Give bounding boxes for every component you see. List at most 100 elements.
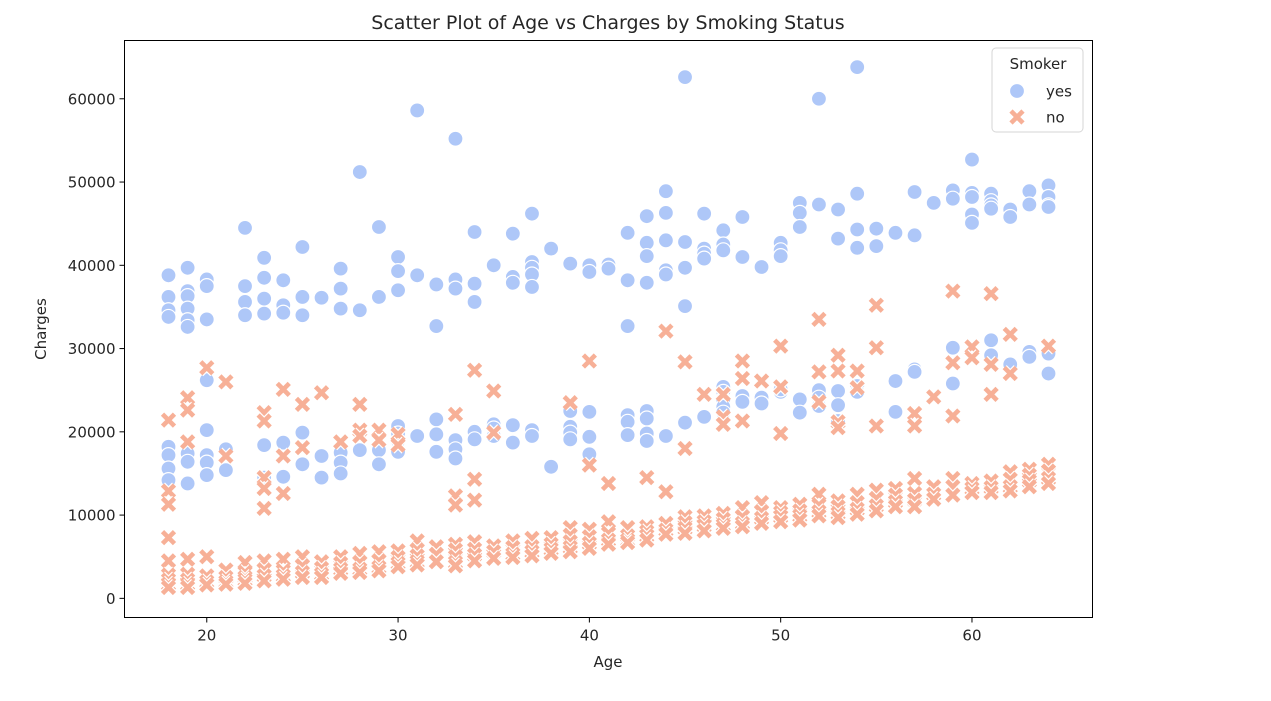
data-point-no	[714, 415, 732, 433]
data-point-yes	[351, 442, 368, 459]
data-point-no	[810, 363, 828, 381]
data-point-no	[179, 401, 197, 419]
data-point-yes	[849, 59, 866, 76]
data-point-no	[925, 490, 943, 508]
data-point-yes	[887, 224, 904, 241]
legend-label-no: no	[1046, 109, 1065, 127]
data-point-no	[198, 359, 216, 377]
data-point-no	[867, 339, 885, 357]
data-point-yes	[849, 239, 866, 256]
data-point-yes	[619, 427, 636, 444]
data-point-yes	[179, 259, 196, 276]
data-point-no	[1020, 478, 1038, 496]
data-point-yes	[409, 427, 426, 445]
data-point-no	[485, 549, 503, 567]
data-point-no	[313, 569, 331, 587]
data-point-yes	[906, 227, 923, 244]
data-point-no	[944, 486, 962, 504]
data-point-yes	[428, 426, 445, 443]
x-tick-label: 60	[962, 627, 981, 645]
data-point-yes	[753, 258, 770, 276]
chart-title: Scatter Plot of Age vs Charges by Smokin…	[371, 12, 844, 34]
data-point-no	[561, 543, 579, 561]
data-point-no	[906, 498, 924, 516]
data-point-yes	[313, 289, 330, 306]
data-point-no	[982, 285, 1000, 303]
data-point-no	[274, 484, 292, 502]
y-tick-label: 60000	[68, 90, 116, 108]
data-point-yes	[275, 304, 292, 321]
data-point-no	[485, 424, 503, 442]
data-point-yes	[256, 269, 273, 286]
data-point-no	[580, 539, 598, 557]
data-point-no	[867, 417, 885, 435]
data-point-no	[982, 355, 1000, 373]
legend-title: Smoker	[1010, 55, 1068, 73]
data-point-yes	[638, 274, 655, 291]
data-point-yes	[294, 238, 311, 256]
data-point-no	[638, 531, 656, 549]
data-point-yes	[619, 272, 636, 289]
data-point-yes	[753, 395, 770, 412]
data-point-no	[638, 469, 656, 487]
data-point-yes	[256, 290, 273, 307]
data-point-yes	[734, 393, 751, 410]
data-point-no	[293, 395, 311, 413]
data-point-yes	[543, 458, 560, 475]
data-point-yes	[1002, 208, 1019, 226]
data-point-no	[332, 564, 350, 582]
data-point-yes	[179, 318, 196, 336]
data-point-no	[217, 575, 235, 593]
data-point-no	[733, 412, 751, 430]
data-point-yes	[466, 293, 483, 311]
data-point-no	[351, 395, 369, 413]
data-point-no	[829, 362, 847, 380]
data-point-yes	[504, 434, 521, 451]
data-point-no	[657, 483, 675, 501]
data-point-yes	[734, 208, 751, 226]
y-axis-label: Charges	[32, 298, 50, 360]
data-point-no	[217, 373, 235, 391]
data-point-yes	[791, 404, 808, 421]
data-point-no	[446, 405, 464, 423]
data-point-yes	[428, 411, 445, 428]
data-point-yes	[638, 208, 655, 225]
data-point-yes	[256, 249, 273, 266]
data-point-yes	[447, 450, 464, 467]
data-point-no	[810, 507, 828, 525]
data-point-yes	[198, 422, 215, 439]
data-point-yes	[294, 424, 311, 441]
data-point-no	[255, 572, 273, 590]
data-point-no	[446, 496, 464, 514]
data-point-yes	[849, 185, 866, 202]
data-point-no	[1040, 474, 1057, 492]
data-point-no	[466, 552, 484, 570]
data-point-yes	[1040, 198, 1057, 216]
data-point-no	[179, 550, 197, 568]
data-point-yes	[944, 339, 961, 356]
data-point-yes	[829, 397, 847, 414]
data-point-yes	[428, 317, 445, 335]
data-point-yes	[983, 332, 1000, 349]
data-point-yes	[887, 372, 904, 390]
data-point-yes	[523, 278, 541, 296]
data-point-yes	[887, 403, 904, 420]
legend-entries: yes no	[1008, 83, 1072, 127]
data-point-yes	[810, 196, 828, 213]
data-point-yes	[1040, 365, 1057, 382]
data-point-yes	[715, 242, 732, 259]
data-point-yes	[313, 447, 330, 465]
data-point-no	[179, 579, 197, 597]
data-point-no	[351, 427, 369, 445]
data-point-no	[829, 509, 847, 527]
data-point-yes	[791, 218, 808, 236]
data-point-yes	[791, 204, 808, 221]
data-point-yes	[466, 223, 483, 241]
data-point-yes	[543, 240, 560, 257]
data-point-yes	[409, 102, 426, 119]
data-point-no	[772, 337, 790, 355]
data-point-no	[408, 556, 426, 574]
data-point-yes	[715, 222, 732, 239]
data-point-no	[963, 484, 981, 502]
data-point-no	[255, 412, 273, 430]
